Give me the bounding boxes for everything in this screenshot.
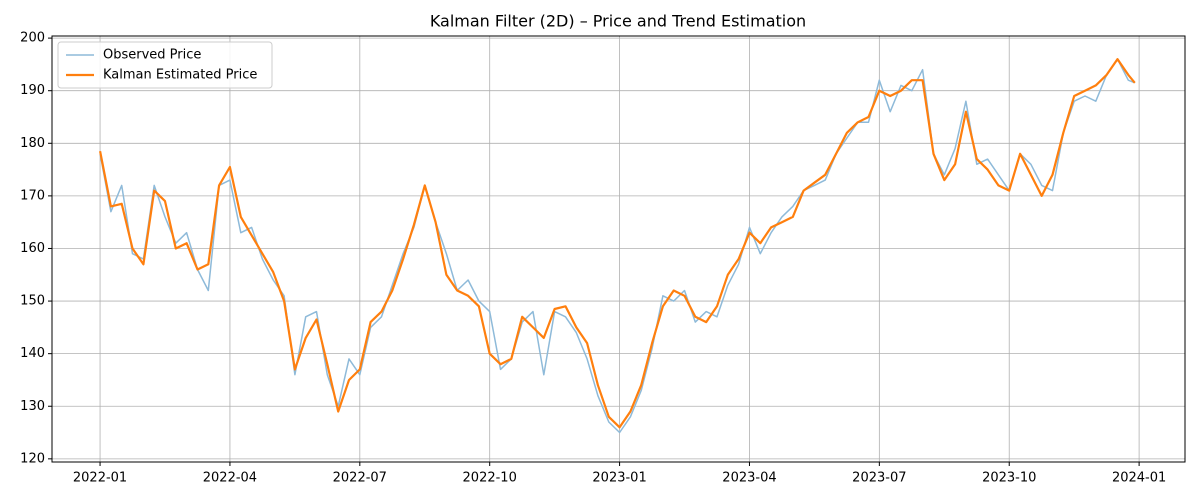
y-tick-label: 200 (20, 31, 45, 46)
x-tick-label: 2023-04 (722, 471, 776, 486)
y-tick-label: 160 (20, 241, 45, 256)
legend-label: Kalman Estimated Price (103, 68, 257, 83)
y-tick-label: 150 (20, 294, 45, 309)
chart-title: Kalman Filter (2D) – Price and Trend Est… (430, 12, 806, 31)
y-tick-label: 170 (20, 188, 45, 203)
x-tick-label: 2022-01 (73, 471, 127, 486)
x-tick-label: 2024-01 (1112, 471, 1166, 486)
x-tick-label: 2022-10 (463, 471, 517, 486)
x-tick-label: 2022-04 (203, 471, 257, 486)
x-tick-label: 2022-07 (333, 471, 387, 486)
y-tick-label: 190 (20, 83, 45, 98)
y-tick-label: 180 (20, 136, 45, 151)
x-tick-label: 2023-07 (852, 471, 906, 486)
legend-label: Observed Price (103, 48, 201, 63)
plot-frame (51, 35, 1186, 463)
y-tick-label: 120 (20, 451, 45, 466)
line-series (99, 58, 1136, 429)
x-tick-label: 2023-01 (592, 471, 646, 486)
x-tick-label: 2023-10 (982, 471, 1036, 486)
y-tick-label: 140 (20, 346, 45, 361)
legend-box (57, 41, 273, 89)
line-series (99, 58, 1136, 434)
y-tick-label: 130 (20, 399, 45, 414)
